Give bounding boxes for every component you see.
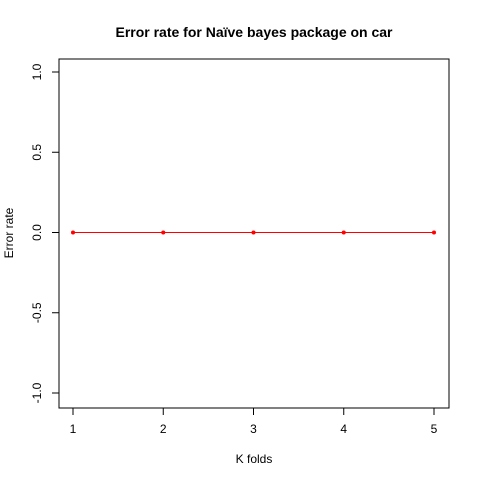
x-tick-label: 2: [160, 422, 167, 436]
x-tick-label: 5: [431, 422, 438, 436]
y-tick-label: 0.0: [30, 224, 44, 241]
data-point: [341, 230, 346, 235]
x-tick-label: 4: [340, 422, 347, 436]
data-point: [432, 230, 436, 235]
y-axis-label: Error rate: [2, 207, 16, 258]
data-point: [161, 230, 166, 235]
y-axis: -1.0 -0.5 0.0 0.5 1.0: [30, 63, 60, 403]
y-tick-label: -1.0: [30, 382, 44, 403]
x-tick-label: 3: [250, 422, 257, 436]
y-tick-label: -0.5: [30, 302, 44, 323]
chart-title: Error rate for Naïve bayes package on ca…: [115, 24, 393, 40]
x-tick-label: 1: [70, 422, 77, 436]
data-point: [71, 230, 75, 235]
y-tick-label: 0.5: [30, 144, 44, 161]
x-axis: 1 2 3 4 5: [70, 407, 438, 436]
data-point: [251, 230, 256, 235]
series-layer: [71, 230, 436, 235]
y-tick-label: 1.0: [30, 63, 44, 80]
x-axis-label: K folds: [236, 452, 273, 466]
